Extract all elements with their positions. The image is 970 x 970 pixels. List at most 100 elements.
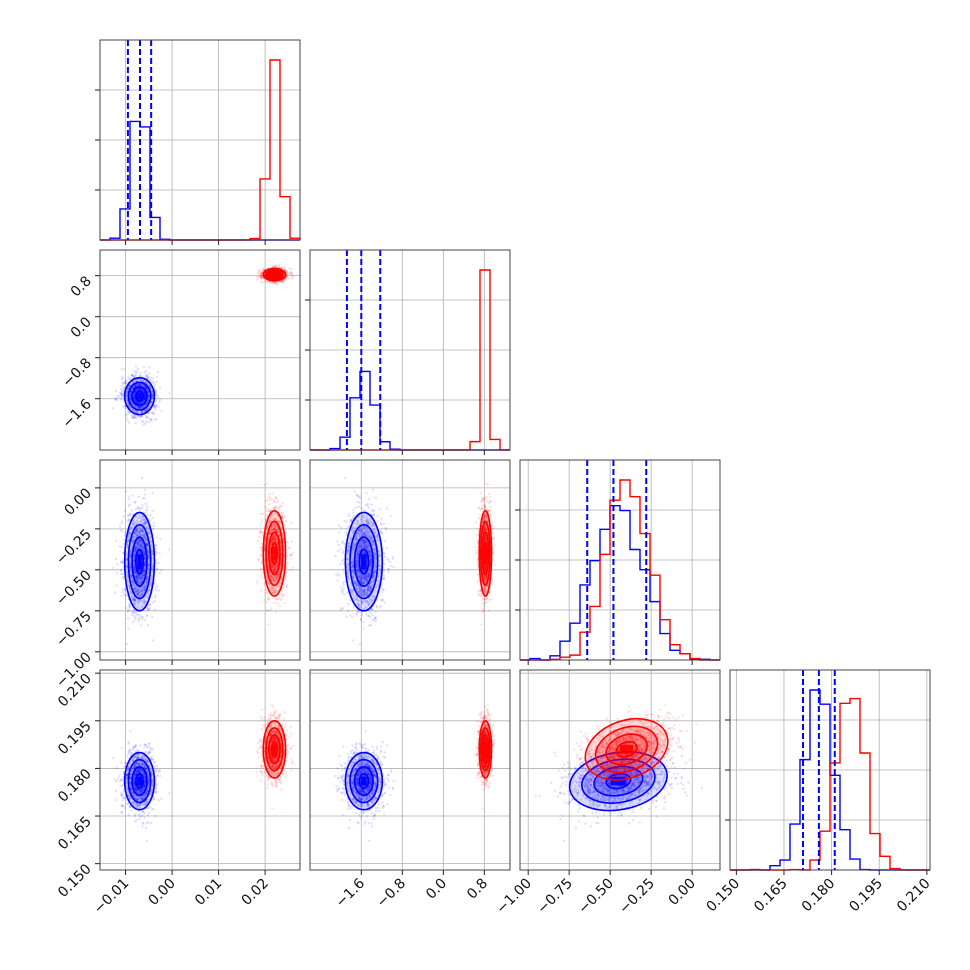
contour-series-1 [135,773,145,790]
contour-series-2 [270,541,279,565]
contour-series-2 [268,531,281,576]
contour-series-2 [268,270,281,279]
contour-series-1 [358,548,370,575]
contour-series-2 [270,741,279,758]
x-tick-label-3: 0.00 [666,876,699,909]
x-tick-label-1: 0.02 [239,876,272,909]
contour-series-1 [123,511,156,612]
density-peak-series-1 [610,776,626,786]
contour-series-2 [479,520,491,587]
y-tick-label-2: 0.8 [68,273,95,300]
x-tick-label-2: −0.8 [374,876,409,911]
x-tick-label-4: 0.180 [799,876,839,916]
panel-content [111,703,295,842]
x-tick-label-4: 0.165 [751,876,791,916]
contour-series-2 [265,727,284,772]
panel-content [334,703,496,842]
contour-series-2 [270,272,279,277]
panel-frame [309,459,511,661]
density-peak-series-1 [361,776,367,786]
contour-series-1 [358,773,370,790]
contour-series-1 [581,758,656,804]
x-tick-label-3: −0.75 [534,876,576,918]
contour-series-1 [593,765,644,797]
hist-panel-3 [515,459,721,661]
y-tick-label-4: 0.180 [55,766,95,806]
density-peak-series-2 [272,745,277,754]
contour-series-2 [481,531,490,576]
y-tick-label-3: −0.25 [53,526,95,568]
contour-series-1 [135,390,145,402]
panel-content [111,476,295,646]
density-peak-series-1 [137,776,142,786]
y-tick-label-2: −1.6 [59,396,94,431]
scatter-panel-3-2 [309,459,511,661]
x-tick-label-1: 0.00 [146,876,179,909]
contour-series-2 [265,269,284,281]
contour-series-2 [483,541,488,565]
x-tick-label-2: −1.6 [333,875,368,910]
scatter-panel-4-3 [519,669,721,871]
density-peak-series-1 [361,554,367,570]
scatter-panel-4-1 [99,669,301,871]
contour-series-1 [127,523,152,600]
contour-series-2 [478,510,493,597]
x-tick-label-2: 0.0 [423,876,450,903]
contour-series-1 [123,751,156,811]
density-peak-series-1 [137,554,142,570]
contour-series-2 [481,734,490,765]
contour-series-1 [123,376,156,416]
panel-content [334,476,496,646]
hist-panel-2 [305,249,511,451]
contour-series-2 [478,719,493,779]
hist-series-2 [520,479,720,661]
hist-panel-1 [95,39,301,241]
contour-series-1 [349,758,379,804]
scatter-panel-2-1 [99,249,301,451]
panel-content [111,264,295,426]
y-tick-label-4: 0.195 [55,718,95,758]
panel-frame [99,669,301,871]
x-tick-label-3: −1.00 [493,876,535,918]
x-tick-label-4: 0.195 [846,876,886,916]
hist-series-2 [310,269,510,451]
y-tick-label-3: 0.00 [61,485,94,518]
contour-series-2 [262,510,287,597]
contour-series-1 [127,758,152,804]
scatter-panel-3-1 [99,459,301,661]
contour-series-1 [605,772,632,790]
x-tick-label-1: 0.01 [192,876,225,909]
y-tick-label-3: −0.75 [53,608,95,650]
contour-series-1 [349,523,379,600]
panel-frame [309,669,511,871]
contour-series-1 [568,750,668,812]
contour-series-2 [594,725,659,774]
contour-series-2 [268,734,281,765]
contour-series-2 [479,727,491,772]
y-tick-label-4: 0.165 [55,814,95,854]
contour-series-1 [127,381,152,411]
contour-series-1 [344,511,384,612]
panel-frame [99,459,301,661]
contour-series-1 [353,766,374,797]
scatter-points-series-2 [554,703,698,810]
contour-series-1 [131,386,148,407]
density-peak-series-2 [484,745,487,754]
contour-series-1 [131,536,148,588]
contour-series-2 [265,520,284,587]
contour-series-2 [262,267,287,282]
hist-series-1 [520,505,720,661]
panel-frame [519,669,721,871]
y-tick-label-2: 0.0 [68,314,95,341]
density-peak-series-2 [272,273,277,276]
panel-frame [99,249,301,451]
contour-series-1 [344,751,384,811]
y-tick-label-3: −0.50 [53,567,95,609]
x-tick-label-3: −0.25 [616,876,658,918]
contour-series-2 [584,717,669,781]
x-tick-label-2: 0.8 [464,876,491,903]
contour-series-2 [605,733,648,766]
x-tick-label-3: −0.50 [575,876,617,918]
contour-series-2 [483,741,488,758]
